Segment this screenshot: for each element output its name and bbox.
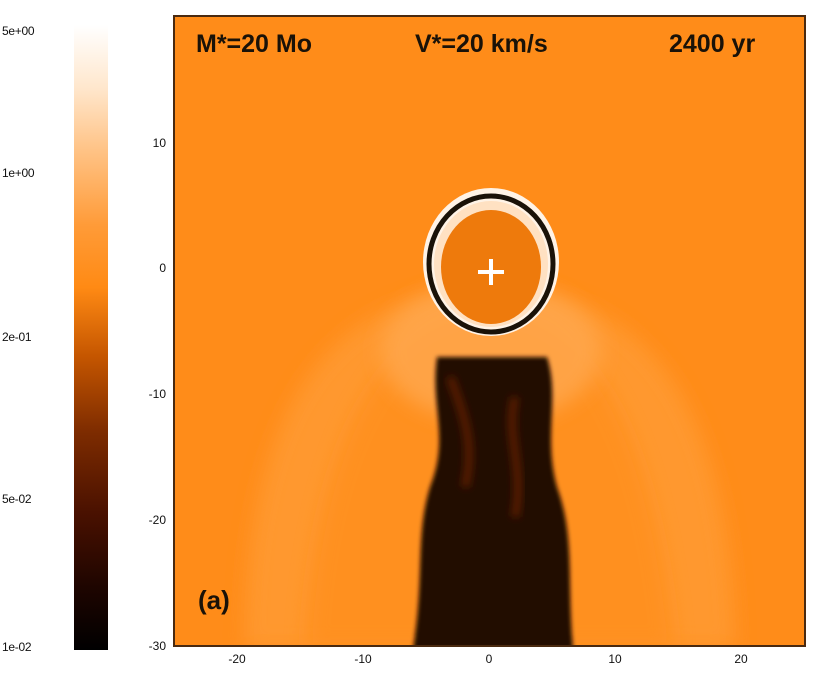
colorbar: 5e+00 1e+00 2e-01 5e-02 1e-02 bbox=[0, 0, 130, 686]
colorbar-label-3: 2e-01 bbox=[2, 330, 32, 344]
y-tick: -10 bbox=[148, 387, 166, 401]
x-tick: -10 bbox=[354, 652, 372, 666]
panel-label: (a) bbox=[198, 585, 230, 615]
title-velocity: V*=20 km/s bbox=[415, 30, 548, 58]
bubble-contact-contour bbox=[426, 193, 556, 335]
colorbar-label-top: 5e+00 bbox=[2, 24, 35, 38]
x-tick: 0 bbox=[485, 652, 493, 666]
density-map-graphic bbox=[245, 188, 735, 645]
star-position-marker bbox=[478, 259, 504, 285]
colorbar-label-4: 5e-02 bbox=[2, 492, 32, 506]
simulation-density-map bbox=[173, 15, 806, 647]
x-tick: -20 bbox=[228, 652, 246, 666]
y-tick: -20 bbox=[148, 513, 166, 527]
wake-filaments bbox=[446, 375, 522, 518]
title-time: 2400 yr bbox=[669, 30, 756, 58]
colorbar-label-2: 1e+00 bbox=[2, 166, 35, 180]
colorbar-label-bottom: 1e-02 bbox=[2, 640, 32, 654]
turbulent-wake bbox=[413, 357, 573, 645]
title-mass: M*=20 Mo bbox=[196, 30, 313, 58]
y-tick: -30 bbox=[148, 639, 166, 653]
x-tick: 20 bbox=[734, 652, 748, 666]
y-tick: 0 bbox=[159, 261, 166, 275]
x-tick: 10 bbox=[608, 652, 622, 666]
y-tick: 10 bbox=[152, 136, 166, 150]
colorbar-gradient bbox=[74, 25, 108, 650]
